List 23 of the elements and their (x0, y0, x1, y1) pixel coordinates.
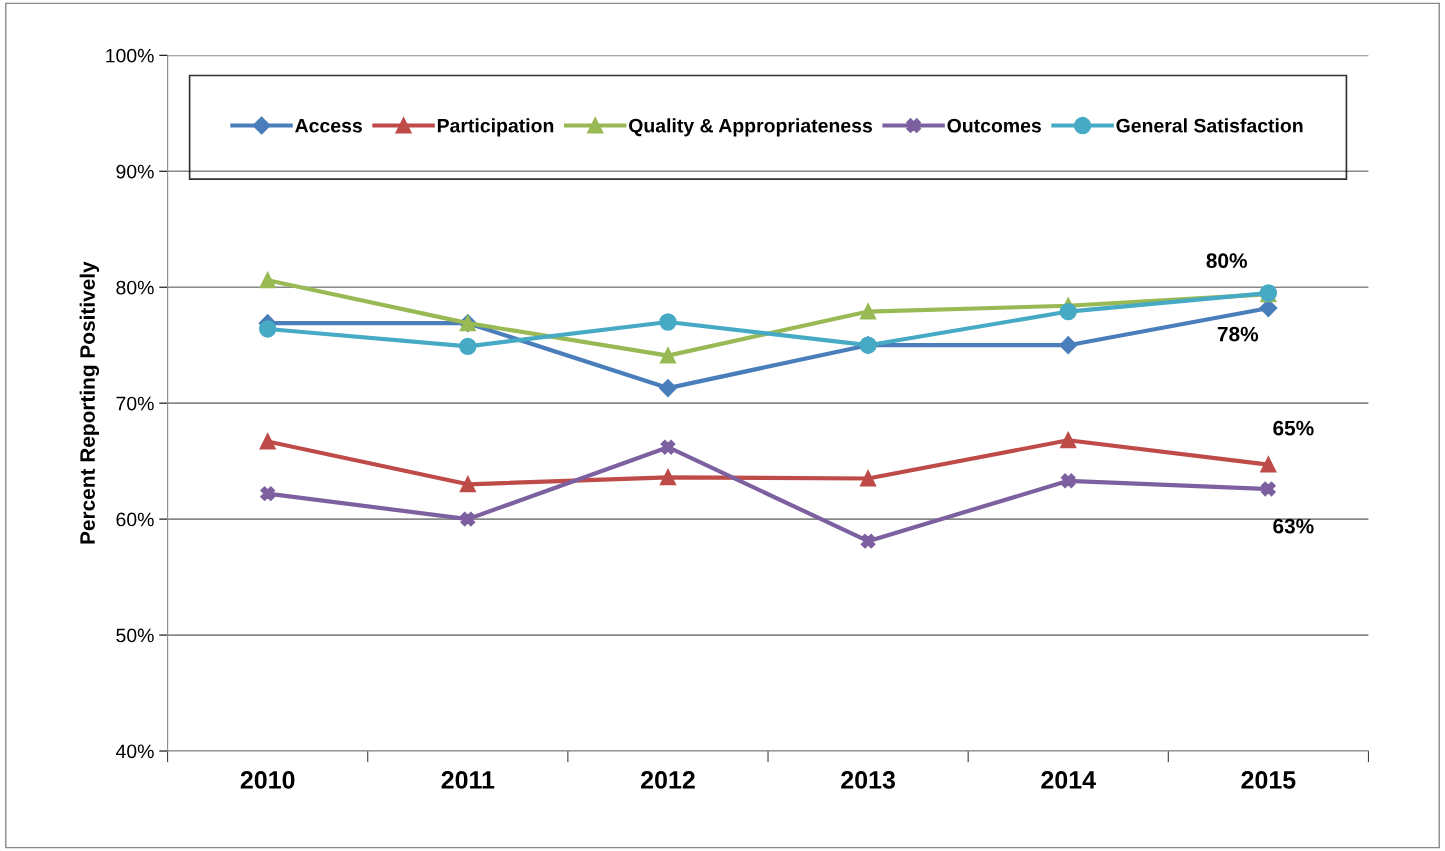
legend-label: Outcomes (947, 118, 1041, 133)
annotation: 78% (1217, 326, 1259, 342)
legend-label: Quality & Appropriateness (629, 118, 872, 137)
x-tick-label: 2010 (240, 771, 295, 789)
legend-label: General Satisfaction (1116, 118, 1303, 133)
y-tick-label: 50% (116, 628, 154, 643)
x-tick-label: 2015 (1241, 771, 1296, 789)
annotation: 80% (1206, 253, 1247, 269)
y-tick-label: 40% (115, 744, 154, 759)
x-tick-label: 2013 (841, 771, 895, 789)
y-tick-label: 70% (116, 396, 154, 411)
y-tick-label: 100% (106, 48, 154, 63)
y-tick-label: 60% (116, 512, 154, 527)
annotation: 63% (1273, 518, 1314, 534)
y-tick-label: 80% (116, 280, 154, 295)
x-tick-label: 2012 (641, 771, 695, 789)
y-tick-label: 90% (116, 164, 154, 179)
x-tick-label: 2011 (441, 771, 495, 789)
x-tick-label: 2014 (1041, 771, 1096, 789)
legend-label: Participation (437, 118, 554, 137)
legend-label: Access (295, 118, 362, 133)
annotation: 65% (1273, 420, 1314, 436)
y-axis-title: Percent Reporting Positively (79, 261, 100, 544)
